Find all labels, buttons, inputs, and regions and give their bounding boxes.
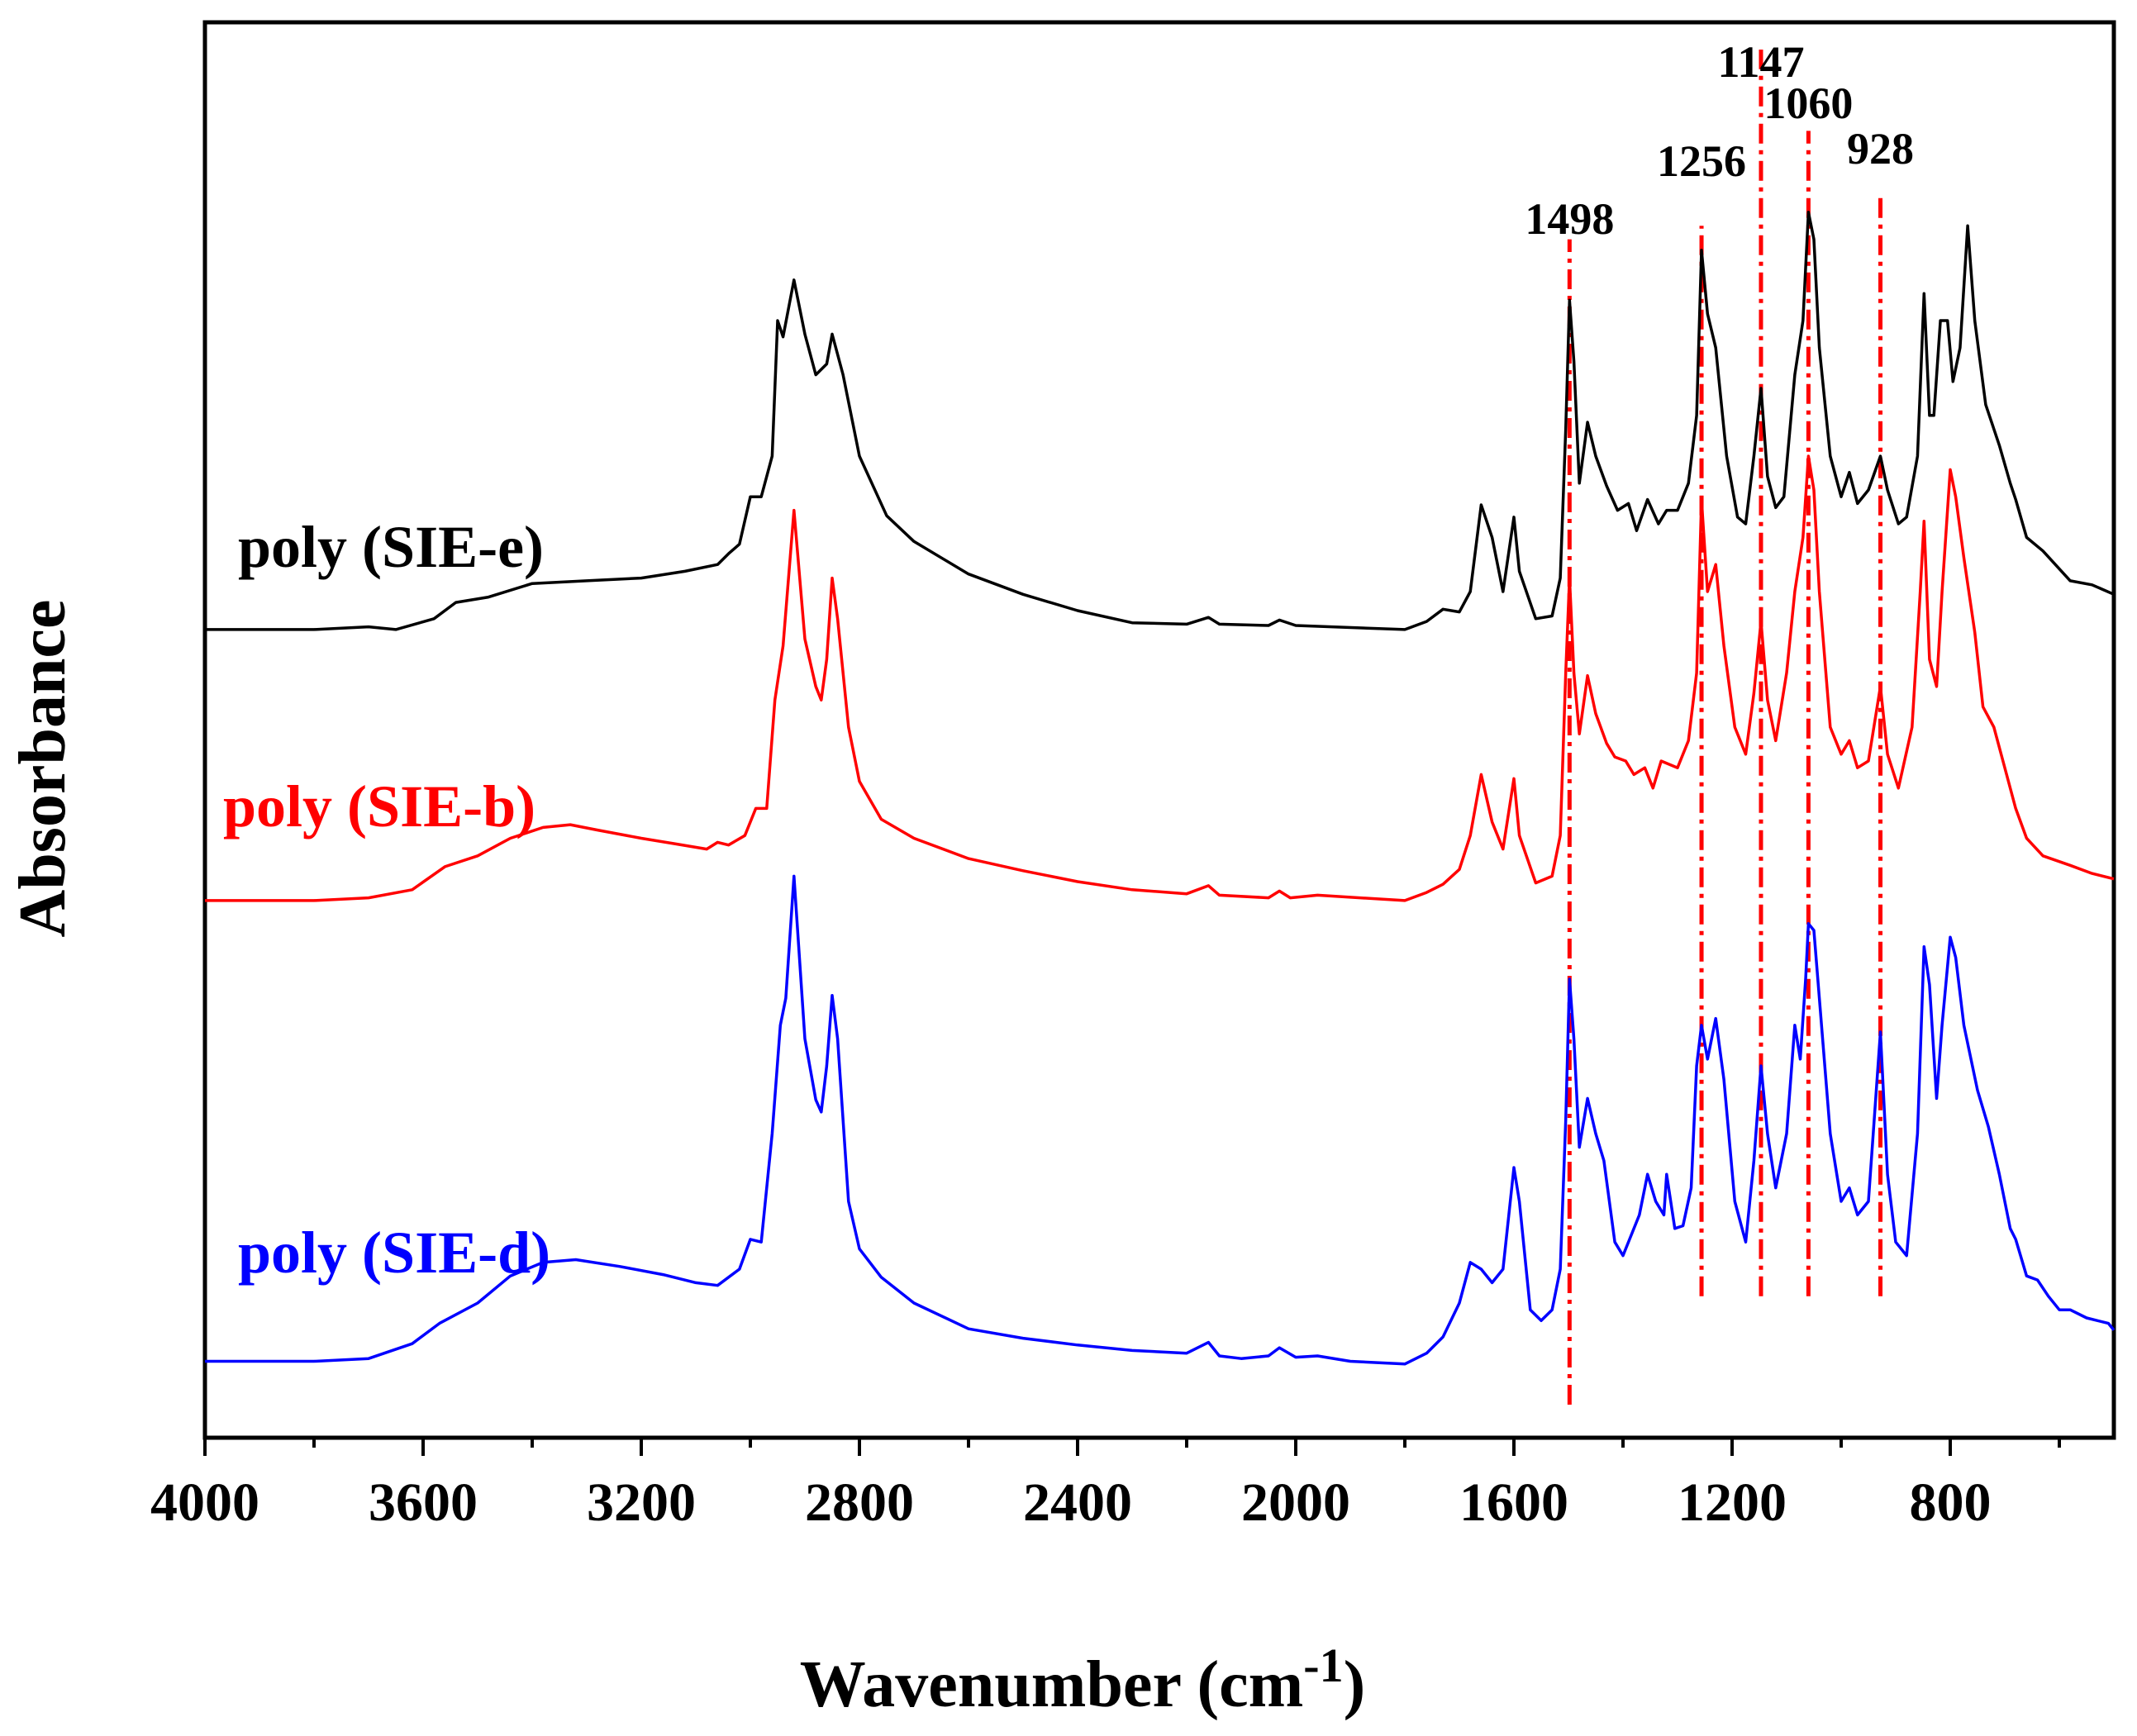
plot-area <box>202 20 2116 1440</box>
y-axis-title: Absorbance <box>7 600 79 938</box>
series-label-1: poly (SIE-e) <box>238 514 544 580</box>
x-tick-label: 800 <box>1910 1472 1992 1533</box>
x-axis-title-close: ) <box>1344 1648 1366 1721</box>
series-label-2: poly (SIE-b) <box>223 773 535 839</box>
x-tick-label: 4000 <box>150 1472 259 1533</box>
x-axis-title-superscript: -1 <box>1303 1638 1343 1692</box>
x-tick-label: 3600 <box>369 1472 478 1533</box>
x-axis: 4000 3600 3200 2800 2400 2000 1600 1200 800 <box>150 1438 2061 1533</box>
peak-label-1256: 1256 <box>1657 136 1746 186</box>
x-tick-label: 2000 <box>1241 1472 1350 1533</box>
series-lines <box>205 211 2116 1366</box>
reference-lines <box>1567 50 1883 1405</box>
x-tick-label: 1200 <box>1678 1472 1787 1533</box>
x-tick-label: 2400 <box>1023 1472 1132 1533</box>
peak-label-928: 928 <box>1847 124 1914 174</box>
x-tick-label: 2800 <box>805 1472 914 1533</box>
series-labels: poly (SIE-e) poly (SIE-b) poly (SIE-d) <box>223 514 550 1286</box>
peak-label-1060: 1060 <box>1763 78 1853 128</box>
x-axis-title: Wavenumber (cm-1) <box>800 1638 1366 1721</box>
x-tick-label: 3200 <box>587 1472 696 1533</box>
peak-label-1147: 1147 <box>1717 37 1804 87</box>
x-tick-label: 1600 <box>1459 1472 1568 1533</box>
peak-label-1498: 1498 <box>1525 194 1614 244</box>
series-line-1 <box>205 211 2115 631</box>
series-line-3 <box>205 874 2116 1366</box>
plot-frame <box>202 20 2116 1440</box>
series-label-3: poly (SIE-d) <box>238 1220 550 1286</box>
x-axis-title-main: Wavenumber (cm <box>800 1648 1304 1721</box>
series-line-2 <box>205 454 2115 902</box>
